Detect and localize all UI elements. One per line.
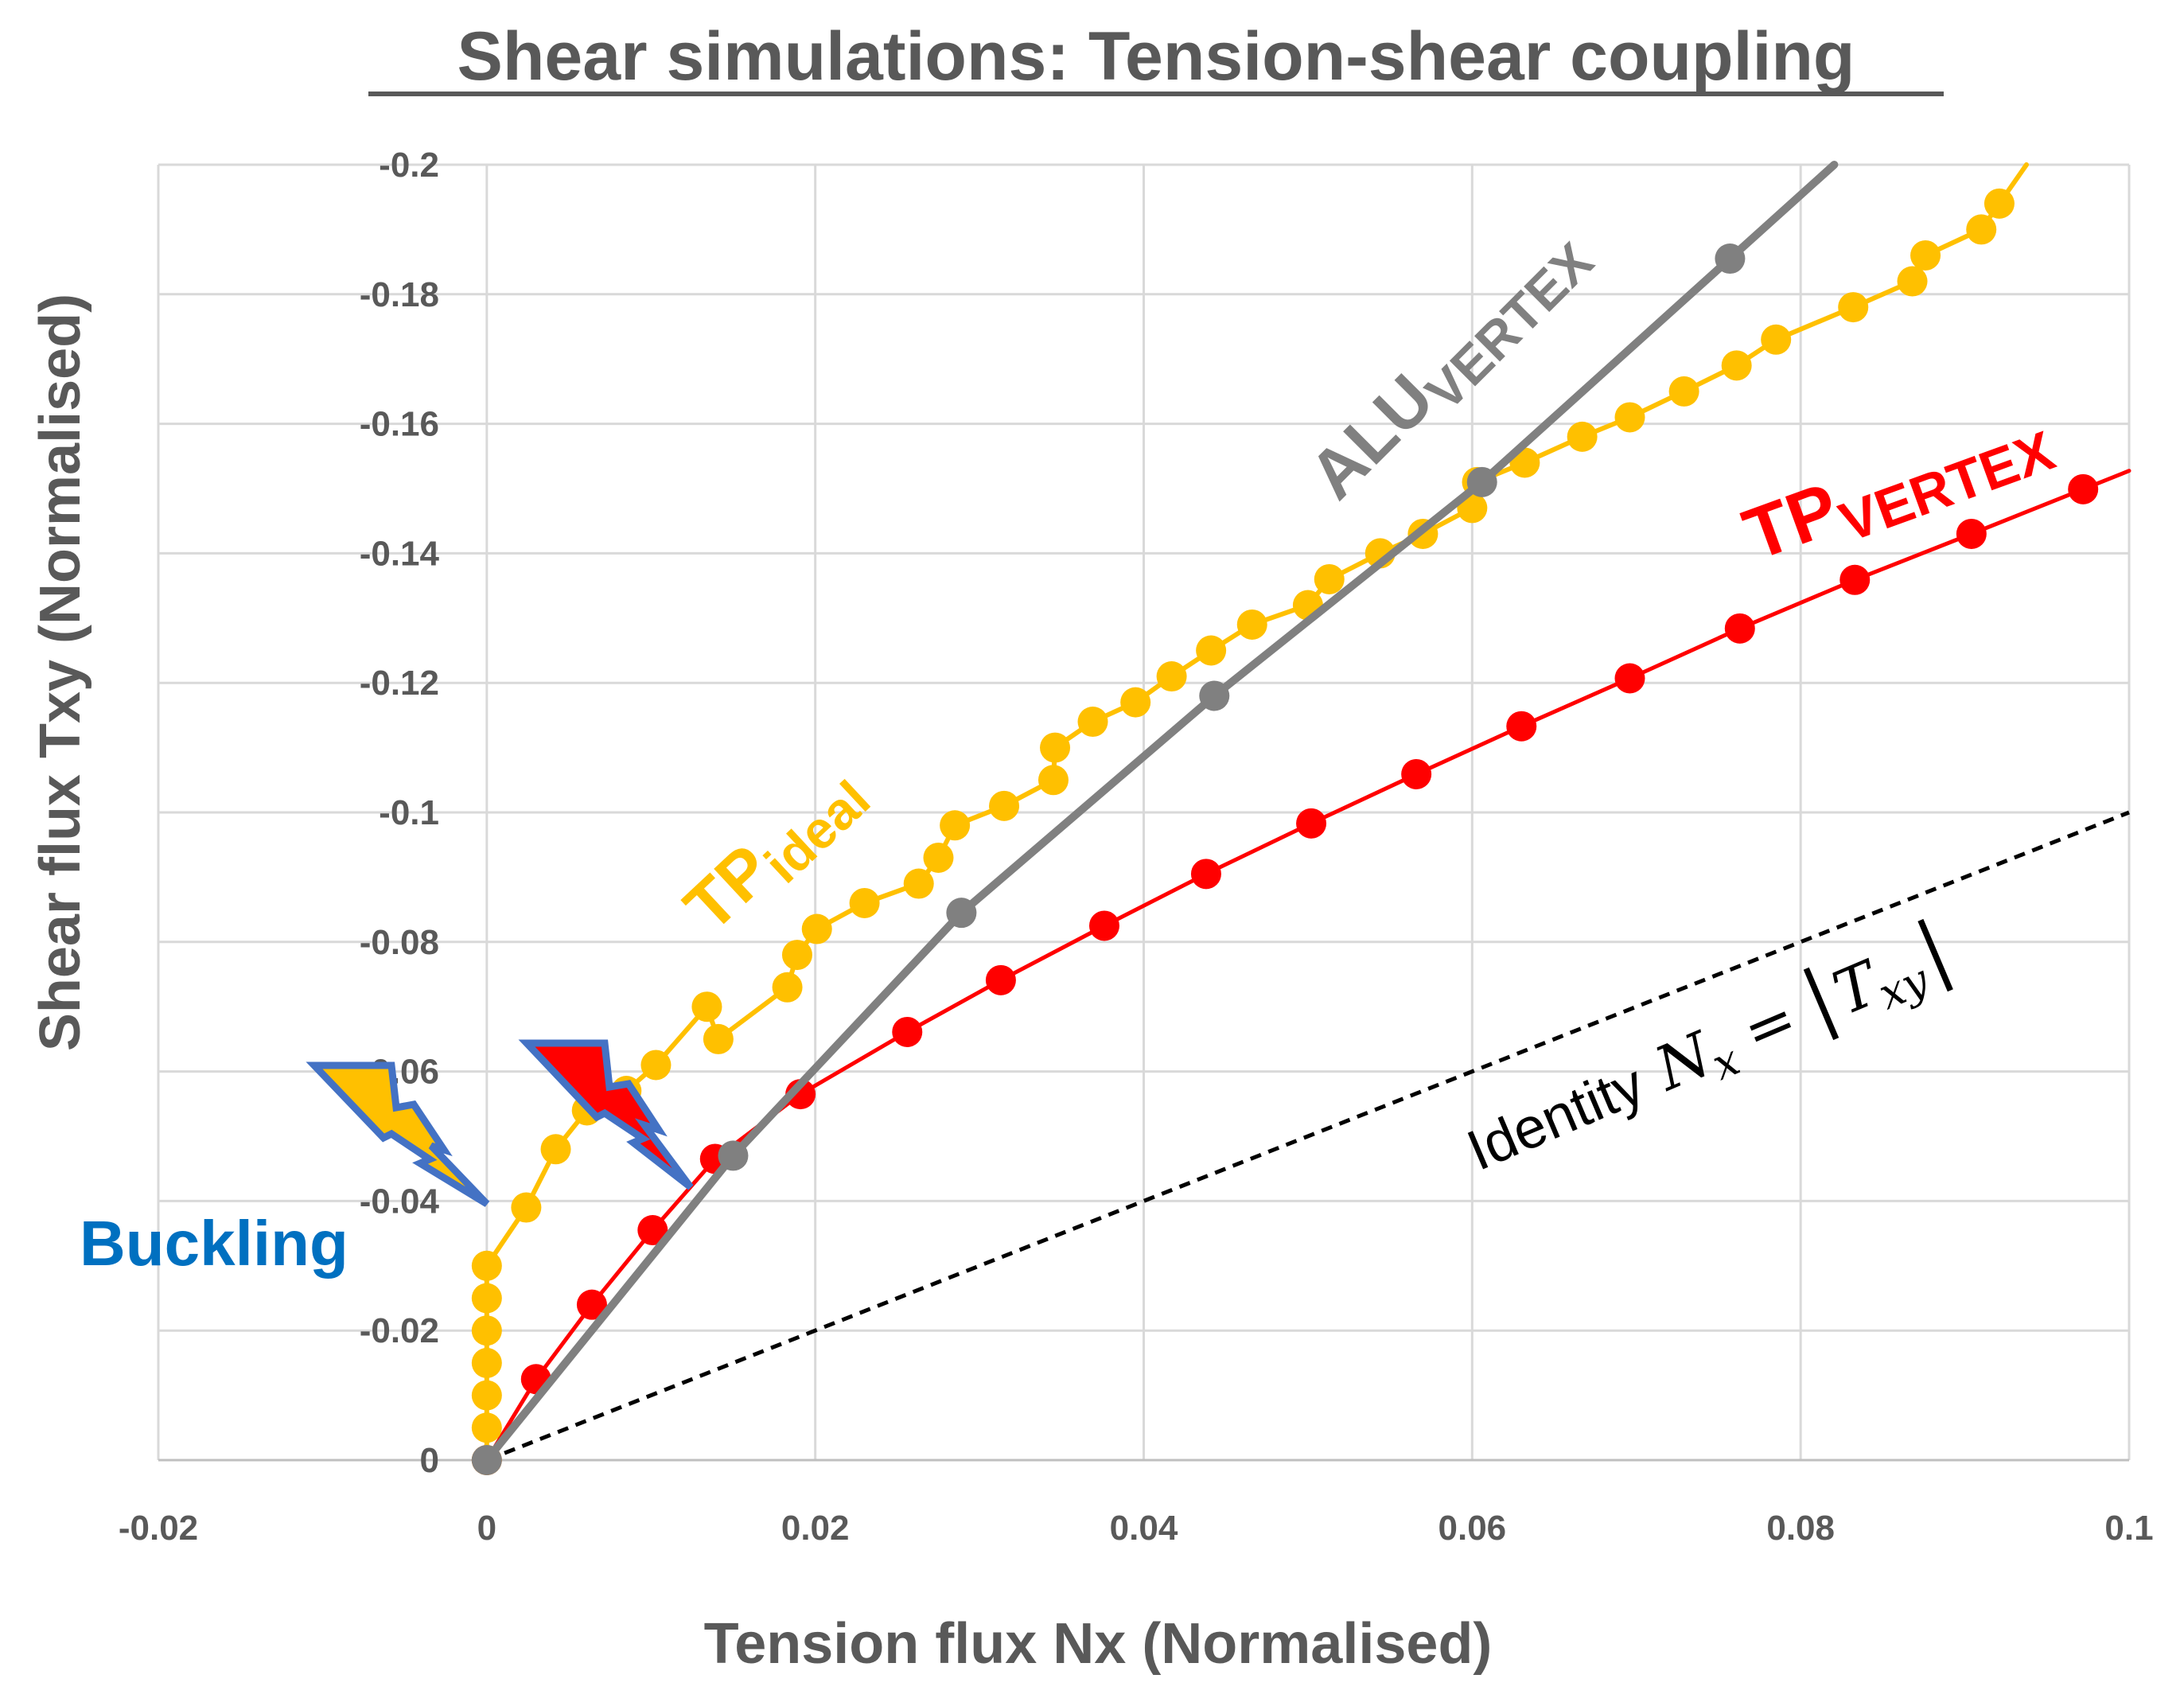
y-tick-label: -0.04 xyxy=(360,1182,440,1221)
y-axis-title: Shear flux Txy (Normalised) xyxy=(29,294,92,1051)
series-layer xyxy=(471,161,2131,1475)
series-alu-vertex xyxy=(471,161,1839,1475)
data-point-tp-ideal xyxy=(1077,707,1108,738)
data-point-alu-vertex xyxy=(718,1140,749,1171)
data-point-tp-vertex xyxy=(1724,613,1755,644)
x-tick-label: 0 xyxy=(477,1509,496,1548)
data-point-tp-vertex xyxy=(1506,711,1537,742)
data-point-tp-ideal xyxy=(781,940,812,971)
y-tick-label: -0.1 xyxy=(379,793,439,832)
data-point-tp-ideal xyxy=(772,972,803,1003)
data-point-tp-ideal xyxy=(1966,214,1997,245)
series-line-identity xyxy=(485,810,2130,1462)
data-point-tp-ideal xyxy=(1040,732,1071,763)
y-tick-label: -0.2 xyxy=(379,146,439,185)
grid xyxy=(157,163,2131,1462)
data-point-tp-vertex xyxy=(637,1215,668,1246)
x-tick-label: 0.02 xyxy=(781,1509,850,1548)
data-point-alu-vertex xyxy=(471,1445,502,1475)
data-point-tp-vertex xyxy=(892,1016,923,1047)
x-tick-label: 0.1 xyxy=(2104,1509,2153,1548)
data-point-alu-vertex xyxy=(1466,466,1497,497)
data-point-tp-ideal xyxy=(1721,350,1752,381)
data-point-alu-vertex xyxy=(946,898,977,929)
data-point-tp-vertex xyxy=(2068,473,2099,504)
data-point-tp-ideal xyxy=(471,1412,502,1443)
data-point-alu-vertex xyxy=(1199,680,1230,711)
data-point-tp-ideal xyxy=(471,1315,502,1346)
data-point-tp-ideal xyxy=(1761,324,1792,355)
data-point-tp-ideal xyxy=(801,913,832,944)
y-tick-label: -0.16 xyxy=(360,405,439,444)
data-point-tp-ideal xyxy=(691,991,722,1022)
data-point-tp-vertex xyxy=(985,964,1016,995)
data-point-tp-ideal xyxy=(940,810,971,841)
data-point-tp-ideal xyxy=(1567,421,1598,452)
y-tick-label: 0 xyxy=(420,1441,439,1480)
tp-vertex-label-sub: VERTEX xyxy=(1832,419,2062,554)
data-point-tp-vertex xyxy=(1088,910,1119,941)
x-tick-label: -0.02 xyxy=(119,1509,198,1548)
data-point-tp-ideal xyxy=(1196,635,1227,666)
chart-title: Shear simulations: Tension-shear couplin… xyxy=(457,18,1855,95)
data-point-tp-ideal xyxy=(471,1380,502,1411)
y-tick-label: -0.18 xyxy=(360,275,439,314)
y-tick-label: -0.02 xyxy=(360,1311,439,1350)
buckling-bolt-red-icon xyxy=(518,1039,694,1190)
identity-formula-eq: = xyxy=(1732,982,1806,1067)
y-tick-label: -0.08 xyxy=(360,923,439,962)
data-point-tp-ideal xyxy=(1120,687,1151,718)
data-point-tp-ideal xyxy=(511,1192,542,1223)
data-point-tp-ideal xyxy=(1668,376,1699,407)
data-point-tp-vertex xyxy=(1401,758,1432,789)
tp-vertex-label-main: TP xyxy=(1734,468,1849,576)
data-point-tp-vertex xyxy=(1839,564,1871,595)
data-point-tp-ideal xyxy=(903,868,934,899)
tp-vertex-label: TPVERTEX xyxy=(1734,391,2062,586)
buckling-label: Buckling xyxy=(80,1208,348,1279)
data-point-tp-vertex xyxy=(1190,859,1221,890)
buckling-bolt-yellow-icon xyxy=(306,1061,490,1207)
x-tick-label: 0.06 xyxy=(1438,1509,1507,1548)
y-tick-label: -0.12 xyxy=(360,664,439,703)
data-point-tp-ideal xyxy=(471,1347,502,1378)
data-point-tp-ideal xyxy=(1314,563,1345,594)
tp-ideal-label: TPideal xyxy=(670,749,881,953)
data-point-tp-ideal xyxy=(1614,402,1645,433)
data-point-tp-ideal xyxy=(1897,266,1928,297)
x-tick-label: 0.04 xyxy=(1110,1509,1178,1548)
data-point-tp-ideal xyxy=(640,1050,672,1081)
series-tp-ideal xyxy=(471,162,2029,1475)
data-point-tp-ideal xyxy=(703,1023,734,1054)
series-identity xyxy=(485,810,2130,1462)
data-point-tp-ideal xyxy=(989,790,1020,821)
data-point-tp-vertex xyxy=(1614,663,1645,694)
data-point-tp-ideal xyxy=(849,887,880,918)
data-point-tp-ideal xyxy=(1910,240,1941,271)
data-point-tp-ideal xyxy=(1236,609,1267,640)
y-tick-label: -0.14 xyxy=(360,534,440,573)
data-point-tp-ideal xyxy=(1984,188,2015,219)
data-point-tp-ideal xyxy=(540,1134,571,1165)
data-point-tp-vertex xyxy=(1296,808,1327,839)
data-point-tp-vertex xyxy=(1956,518,1987,549)
data-point-tp-ideal xyxy=(1037,765,1069,796)
x-axis-title: Tension flux Nx (Normalised) xyxy=(704,1612,1493,1676)
identity-label: Identity Nx = |Txy| xyxy=(1450,904,1964,1191)
data-point-tp-ideal xyxy=(1838,292,1869,323)
data-point-tp-ideal xyxy=(471,1250,502,1281)
data-point-alu-vertex xyxy=(1715,243,1746,275)
data-point-tp-ideal xyxy=(1156,661,1187,692)
alu-vertex-label: ALUVERTEX xyxy=(1295,212,1605,521)
data-point-tp-ideal xyxy=(923,842,954,873)
data-point-tp-ideal xyxy=(471,1283,502,1314)
data-point-tp-vertex xyxy=(576,1289,607,1320)
x-tick-label: 0.08 xyxy=(1766,1509,1835,1548)
series-tp-vertex xyxy=(471,469,2131,1475)
x-tick-labels: -0.02 0 0.02 0.04 0.06 0.08 0.1 xyxy=(119,1509,2154,1548)
